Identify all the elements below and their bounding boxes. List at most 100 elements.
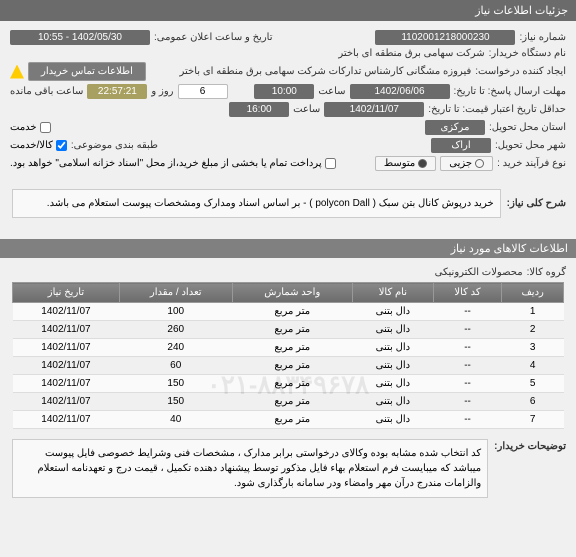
table-cell: 1402/11/07 — [13, 303, 120, 321]
creator-label: ایجاد کننده درخواست: — [475, 66, 566, 77]
group-row: گروه کالا: محصولات الکترونیکی — [10, 267, 566, 278]
validity-time: 16:00 — [229, 102, 289, 117]
table-row: 5--دال بتنیمتر مربع1501402/11/07 — [13, 375, 564, 393]
table-cell: -- — [433, 411, 501, 429]
items-section-bar: اطلاعات کالاهای مورد نیاز — [0, 239, 576, 258]
deadline-label: مهلت ارسال پاسخ: تا تاریخ: — [454, 86, 566, 97]
table-cell: دال بتنی — [352, 339, 433, 357]
th-0: ردیف — [502, 283, 564, 303]
row-city: شهر محل تحویل: اراک طبقه بندی موضوعی: کا… — [10, 138, 566, 153]
th-5: تاریخ نیاز — [13, 283, 120, 303]
table-cell: -- — [433, 321, 501, 339]
buyer-label: نام دستگاه خریدار: — [489, 48, 566, 59]
goods-label: کالا/خدمت — [10, 140, 53, 151]
city-label: شهر محل تحویل: — [495, 140, 566, 151]
table-cell: متر مربع — [232, 321, 352, 339]
province-label: استان محل تحویل: — [489, 122, 566, 133]
table-cell: متر مربع — [232, 339, 352, 357]
service-label: خدمت — [10, 122, 37, 133]
remain-label: ساعت باقی مانده — [10, 86, 83, 97]
table-cell: -- — [433, 357, 501, 375]
row-validity: حداقل تاریخ اعتبار قیمت: تا تاریخ: 1402/… — [10, 102, 566, 117]
table-cell: 150 — [119, 375, 232, 393]
table-cell: 100 — [119, 303, 232, 321]
table-cell: دال بتنی — [352, 375, 433, 393]
row-province: استان محل تحویل: مرکزی خدمت — [10, 120, 566, 135]
row-deadline: مهلت ارسال پاسخ: تا تاریخ: 1402/06/06 سا… — [10, 84, 566, 99]
table-cell: متر مربع — [232, 357, 352, 375]
table-row: 1--دال بتنیمتر مربع1001402/11/07 — [13, 303, 564, 321]
table-cell: 3 — [502, 339, 564, 357]
validity-date: 1402/11/07 — [324, 102, 424, 117]
row-creator: ایجاد کننده درخواست: فیروزه مشگانی کارشن… — [10, 62, 566, 81]
group-value: محصولات الکترونیکی — [435, 267, 523, 278]
process-tag-1[interactable]: جزیی — [440, 156, 493, 171]
table-cell: دال بتنی — [352, 357, 433, 375]
process-tag-2[interactable]: متوسط — [375, 156, 436, 171]
table-cell: متر مربع — [232, 393, 352, 411]
table-cell: دال بتنی — [352, 411, 433, 429]
items-table: ردیف کد کالا نام کالا واحد شمارش تعداد /… — [12, 282, 564, 429]
desc-box: خرید درپوش کانال بتن سبک ( polycon Dall … — [12, 189, 501, 218]
announce-value: 1402/05/30 - 10:55 — [10, 30, 150, 45]
table-cell: 240 — [119, 339, 232, 357]
and-label: روز و — [151, 86, 173, 97]
alert-icon — [10, 65, 24, 79]
contact-button[interactable]: اطلاعات تماس خریدار — [28, 62, 146, 81]
announce-label: تاریخ و ساعت اعلان عمومی: — [154, 32, 273, 43]
buyer-name: شرکت سهامی برق منطقه ای باختر — [338, 48, 484, 59]
need-number-value: 1102001218000230 — [375, 30, 515, 45]
group-label: گروه کالا: — [527, 267, 566, 278]
table-cell: -- — [433, 339, 501, 357]
table-cell: 1402/11/07 — [13, 357, 120, 375]
table-cell: 6 — [502, 393, 564, 411]
page-header: جزئیات اطلاعات نیاز — [0, 0, 576, 21]
table-row: 3--دال بتنیمتر مربع2401402/11/07 — [13, 339, 564, 357]
table-cell: دال بتنی — [352, 393, 433, 411]
table-cell: 1402/11/07 — [13, 375, 120, 393]
table-cell: 1402/11/07 — [13, 393, 120, 411]
process-tags: جزیی متوسط — [375, 156, 493, 171]
table-row: 2--دال بتنیمتر مربع2601402/11/07 — [13, 321, 564, 339]
payment-checkbox[interactable] — [325, 158, 336, 169]
customer-note-label: توضیحات خریدار: — [494, 435, 566, 452]
table-cell: 7 — [502, 411, 564, 429]
remain-count: 6 — [178, 84, 228, 99]
province-value: مرکزی — [425, 120, 485, 135]
items-title: اطلاعات کالاهای مورد نیاز — [451, 243, 568, 255]
table-cell: 260 — [119, 321, 232, 339]
th-1: کد کالا — [433, 283, 501, 303]
creator-name: فیروزه مشگانی کارشناس تدارکات شرکت سهامی… — [180, 66, 472, 77]
time-label-2: ساعت — [293, 104, 320, 115]
items-area: گروه کالا: محصولات الکترونیکی ۰۲۱-۸۸۳۴۹۶… — [0, 258, 576, 511]
category-label: طبقه بندی موضوعی: — [71, 140, 158, 151]
city-value: اراک — [431, 138, 491, 153]
table-cell: 1 — [502, 303, 564, 321]
table-header-row: ردیف کد کالا نام کالا واحد شمارش تعداد /… — [13, 283, 564, 303]
table-row: 6--دال بتنیمتر مربع1501402/11/07 — [13, 393, 564, 411]
goods-check: کالا/خدمت — [10, 140, 67, 151]
table-cell: متر مربع — [232, 411, 352, 429]
customer-note-row: توضیحات خریدار: کد انتخاب شده مشابه بوده… — [10, 435, 566, 502]
table-row: 7--دال بتنیمتر مربع401402/11/07 — [13, 411, 564, 429]
desc-section: شرح کلی نیاز: خرید درپوش کانال بتن سبک (… — [0, 180, 576, 231]
row-need-number: شماره نیاز: 1102001218000230 تاریخ و ساع… — [10, 30, 566, 45]
table-cell: متر مربع — [232, 303, 352, 321]
need-number-label: شماره نیاز: — [519, 32, 566, 43]
goods-checkbox[interactable] — [56, 140, 67, 151]
table-cell: متر مربع — [232, 375, 352, 393]
payment-note: پرداخت تمام یا بخشی از مبلغ خرید،از محل … — [10, 158, 322, 169]
header-title: جزئیات اطلاعات نیاز — [475, 5, 568, 17]
time-label-1: ساعت — [318, 86, 345, 97]
table-cell: 4 — [502, 357, 564, 375]
table-body: 1--دال بتنیمتر مربع1001402/11/072--دال ب… — [13, 303, 564, 429]
form-area: شماره نیاز: 1102001218000230 تاریخ و ساع… — [0, 21, 576, 180]
table-wrap: ردیف کد کالا نام کالا واحد شمارش تعداد /… — [12, 282, 564, 429]
row-buyer: نام دستگاه خریدار: شرکت سهامی برق منطقه … — [10, 48, 566, 59]
table-cell: دال بتنی — [352, 303, 433, 321]
table-cell: 1402/11/07 — [13, 339, 120, 357]
table-cell: 40 — [119, 411, 232, 429]
validity-label: حداقل تاریخ اعتبار قیمت: تا تاریخ: — [428, 104, 566, 115]
deadline-date: 1402/06/06 — [350, 84, 450, 99]
service-checkbox[interactable] — [40, 122, 51, 133]
